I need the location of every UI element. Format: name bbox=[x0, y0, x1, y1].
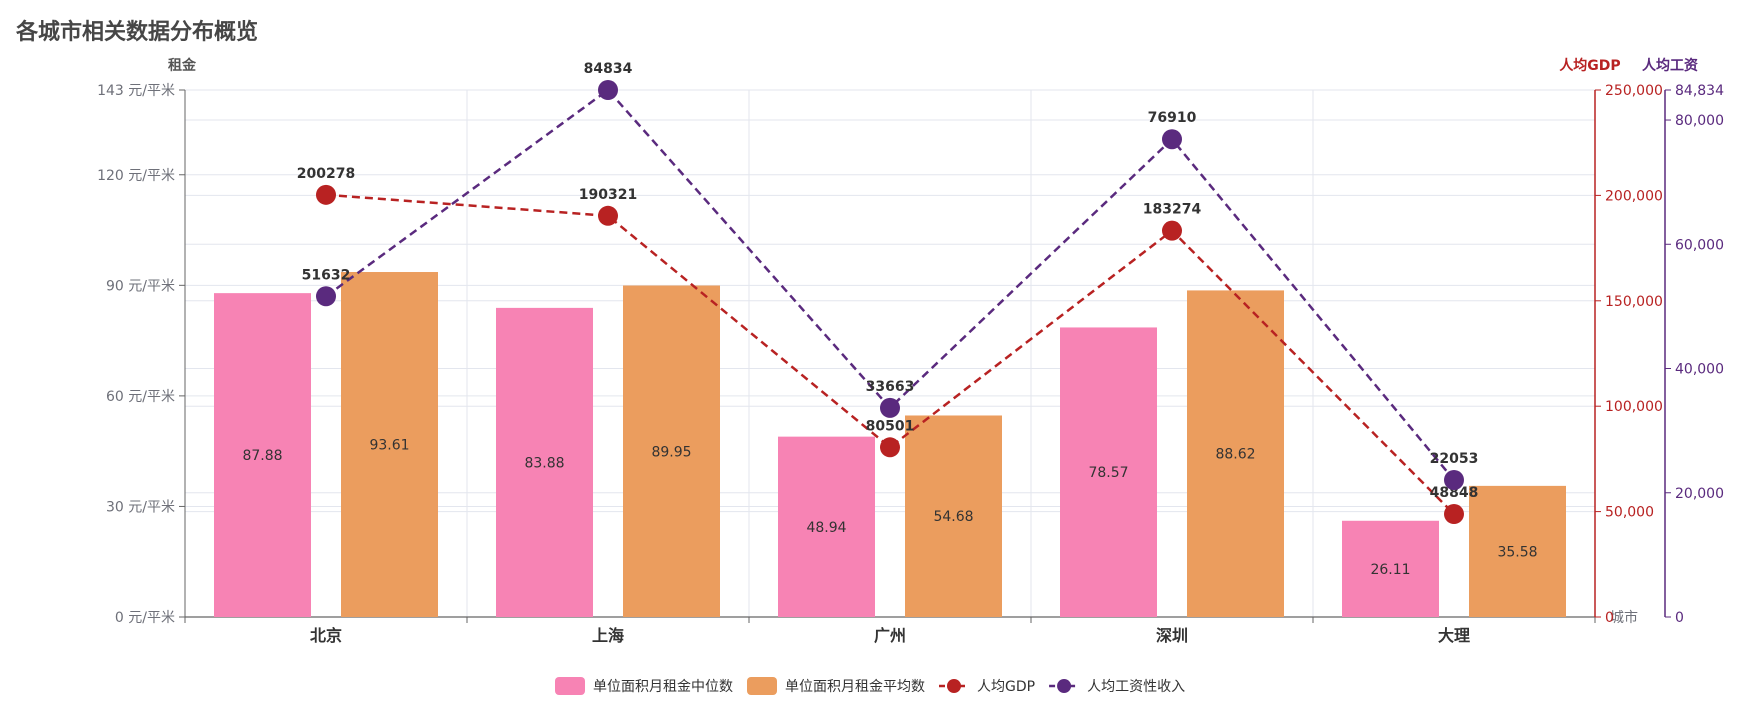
x-axis-name: 城市 bbox=[1610, 609, 1638, 626]
line-point-gdp bbox=[880, 437, 900, 458]
line-point-value-label: 80501 bbox=[866, 418, 915, 434]
bar-value-label: 87.88 bbox=[242, 448, 282, 464]
line-point-value-label: 84834 bbox=[584, 61, 633, 77]
line-point-gdp bbox=[598, 205, 618, 226]
x-axis-category-label: 大理 bbox=[1438, 626, 1470, 645]
left-axis-tick-label: 143 元/平米 bbox=[97, 83, 175, 99]
left-axis-tick-label: 90 元/平米 bbox=[106, 278, 175, 294]
bar-median bbox=[778, 436, 875, 617]
legend-swatch-dot bbox=[947, 679, 961, 693]
line-point-gdp bbox=[1162, 220, 1182, 241]
bar-median bbox=[1060, 327, 1157, 617]
left-axis-tick-label: 30 元/平米 bbox=[106, 499, 175, 515]
left-axis-tick-label: 120 元/平米 bbox=[97, 168, 175, 184]
bar-value-label: 93.61 bbox=[369, 438, 409, 454]
bar-median bbox=[496, 307, 593, 617]
line-point-wage bbox=[1444, 470, 1464, 491]
line-point-value-label: 200278 bbox=[297, 166, 355, 182]
left-axis-tick-label: 60 元/平米 bbox=[106, 389, 175, 405]
x-axis-category-label: 广州 bbox=[874, 626, 906, 645]
right-axis-wage-tick-label: 60,000 bbox=[1675, 237, 1724, 253]
left-axis-tick-label: 0 元/平米 bbox=[115, 610, 175, 626]
bar-value-label: 54.68 bbox=[933, 509, 973, 525]
right-axis-gdp-name: 人均GDP bbox=[1559, 57, 1620, 74]
right-axis-gdp-tick-label: 0 bbox=[1605, 610, 1614, 626]
left-axis-name: 租金 bbox=[168, 57, 197, 74]
bar-median bbox=[214, 293, 311, 617]
bar-mean bbox=[341, 272, 438, 617]
bar-median bbox=[1342, 520, 1439, 617]
right-axis-wage-tick-label: 20,000 bbox=[1675, 486, 1724, 502]
line-point-gdp bbox=[1444, 504, 1464, 525]
bar-mean bbox=[905, 415, 1002, 617]
right-axis-wage-tick-label: 84,834 bbox=[1675, 83, 1724, 99]
bar-value-label: 26.11 bbox=[1370, 562, 1410, 578]
right-axis-gdp-tick-label: 200,000 bbox=[1605, 188, 1663, 204]
chart-title: 各城市相关数据分布概览 bbox=[16, 20, 259, 45]
right-axis-wage-tick-label: 80,000 bbox=[1675, 113, 1724, 129]
bar-value-label: 88.62 bbox=[1215, 447, 1255, 463]
right-axis-gdp-tick-label: 150,000 bbox=[1605, 294, 1663, 310]
bar-mean bbox=[623, 285, 720, 617]
legend-label: 单位面积月租金平均数 bbox=[785, 679, 925, 695]
x-axis-category-label: 深圳 bbox=[1156, 626, 1188, 645]
bar-value-label: 48.94 bbox=[806, 520, 846, 536]
line-point-value-label: 33663 bbox=[866, 379, 915, 395]
bar-value-label: 78.57 bbox=[1088, 465, 1128, 481]
bar-value-label: 35.58 bbox=[1497, 544, 1537, 560]
line-series-gdp bbox=[325, 193, 1455, 515]
line-point-value-label: 51632 bbox=[302, 267, 351, 283]
legend-swatch bbox=[747, 677, 777, 695]
right-axis-wage-tick-label: 40,000 bbox=[1675, 362, 1724, 378]
bar-value-label: 83.88 bbox=[524, 455, 564, 471]
right-axis-gdp-tick-label: 50,000 bbox=[1605, 505, 1654, 521]
line-point-wage bbox=[880, 397, 900, 418]
x-axis-category-label: 北京 bbox=[310, 626, 342, 645]
line-point-wage bbox=[598, 80, 618, 100]
line-point-value-label: 190321 bbox=[579, 187, 637, 203]
bar-mean bbox=[1187, 290, 1284, 617]
line-point-value-label: 22053 bbox=[1430, 451, 1479, 467]
legend-swatch-dot bbox=[1057, 679, 1072, 693]
line-point-wage bbox=[1162, 129, 1182, 150]
line-point-value-label: 48848 bbox=[1430, 485, 1479, 501]
bar-mean bbox=[1469, 485, 1566, 617]
right-axis-gdp-tick-label: 250,000 bbox=[1605, 83, 1663, 99]
legend-label: 人均工资性收入 bbox=[1087, 679, 1185, 695]
line-point-gdp bbox=[316, 184, 336, 205]
line-point-wage bbox=[316, 286, 336, 307]
line-point-value-label: 183274 bbox=[1143, 202, 1202, 218]
right-axis-gdp-tick-label: 100,000 bbox=[1605, 399, 1663, 415]
right-axis-wage-name: 人均工资 bbox=[1642, 57, 1698, 74]
legend-label: 人均GDP bbox=[977, 679, 1035, 695]
x-axis-category-label: 上海 bbox=[592, 626, 624, 645]
bar-value-label: 89.95 bbox=[651, 444, 691, 460]
line-point-value-label: 76910 bbox=[1148, 110, 1197, 126]
legend-swatch bbox=[555, 677, 585, 695]
legend-label: 单位面积月租金中位数 bbox=[593, 679, 733, 695]
right-axis-wage-tick-label: 0 bbox=[1675, 610, 1684, 626]
